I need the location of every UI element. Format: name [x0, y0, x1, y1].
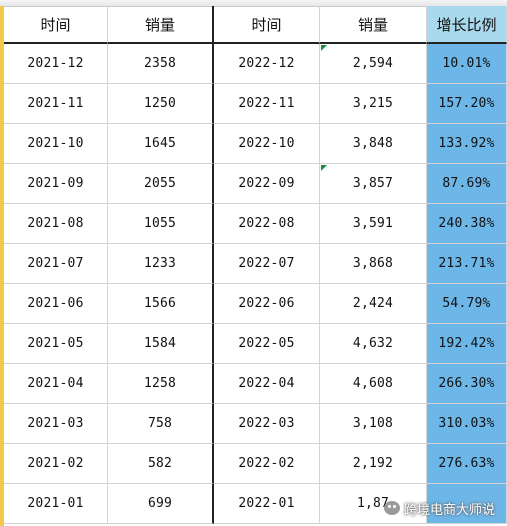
cell-sales-2022[interactable]: 4,608 [320, 364, 427, 404]
cell-sales-2021[interactable]: 1055 [108, 204, 214, 244]
cell-growth-ratio[interactable]: 213.71% [427, 244, 507, 284]
cell-time-2021[interactable]: 2021-12 [4, 44, 108, 84]
header-time-2021[interactable]: 时间 [4, 6, 108, 44]
cell-growth-ratio[interactable]: 266.30% [427, 364, 507, 404]
cell-time-2021[interactable]: 2021-01 [4, 484, 108, 524]
cell-time-2021[interactable]: 2021-11 [4, 84, 108, 124]
cell-sales-2022[interactable]: 2,424 [320, 284, 427, 324]
cell-sales-2022[interactable]: 3,868 [320, 244, 427, 284]
cell-marker-icon [321, 45, 327, 51]
cell-time-2022[interactable]: 2022-09 [214, 164, 320, 204]
cell-sales-2022[interactable]: 3,215 [320, 84, 427, 124]
cell-time-2022[interactable]: 2022-05 [214, 324, 320, 364]
row-marker-strip [0, 6, 4, 526]
cell-marker-icon [321, 165, 327, 171]
cell-time-2022[interactable]: 2022-06 [214, 284, 320, 324]
cell-time-2021[interactable]: 2021-03 [4, 404, 108, 444]
cell-sales-2021[interactable]: 582 [108, 444, 214, 484]
cell-sales-2022[interactable]: 3,591 [320, 204, 427, 244]
cell-sales-2022[interactable]: 2,594 [320, 44, 427, 84]
column-header-strip [0, 0, 507, 7]
cell-sales-2022[interactable]: 3,857 [320, 164, 427, 204]
cell-sales-2021[interactable]: 1233 [108, 244, 214, 284]
cell-time-2021[interactable]: 2021-05 [4, 324, 108, 364]
cell-time-2021[interactable]: 2021-06 [4, 284, 108, 324]
cell-sales-2021[interactable]: 1250 [108, 84, 214, 124]
cell-sales-2021[interactable]: 699 [108, 484, 214, 524]
cell-growth-ratio[interactable]: 87.69% [427, 164, 507, 204]
cell-sales-2021[interactable]: 2055 [108, 164, 214, 204]
cell-time-2022[interactable]: 2022-07 [214, 244, 320, 284]
cell-time-2022[interactable]: 2022-11 [214, 84, 320, 124]
cell-time-2021[interactable]: 2021-08 [4, 204, 108, 244]
cell-time-2022[interactable]: 2022-10 [214, 124, 320, 164]
cell-sales-2022[interactable]: 3,108 [320, 404, 427, 444]
cell-sales-2022[interactable]: 4,632 [320, 324, 427, 364]
wechat-icon [384, 501, 400, 515]
cell-growth-ratio[interactable]: 276.63% [427, 444, 507, 484]
cell-growth-ratio[interactable]: 192.42% [427, 324, 507, 364]
cell-time-2022[interactable]: 2022-04 [214, 364, 320, 404]
cell-time-2022[interactable]: 2022-03 [214, 404, 320, 444]
cell-growth-ratio[interactable]: 10.01% [427, 44, 507, 84]
header-time-2022[interactable]: 时间 [214, 6, 320, 44]
cell-growth-ratio[interactable]: 133.92% [427, 124, 507, 164]
cell-sales-2021[interactable]: 1566 [108, 284, 214, 324]
cell-time-2022[interactable]: 2022-02 [214, 444, 320, 484]
cell-time-2021[interactable]: 2021-07 [4, 244, 108, 284]
cell-growth-ratio[interactable]: 54.79% [427, 284, 507, 324]
cell-time-2021[interactable]: 2021-09 [4, 164, 108, 204]
cell-sales-2022[interactable]: 1,87 [320, 484, 427, 524]
header-growth-ratio[interactable]: 增长比例 [427, 6, 507, 44]
cell-growth-ratio[interactable]: 157.20% [427, 84, 507, 124]
cell-time-2021[interactable]: 2021-10 [4, 124, 108, 164]
cell-sales-2021[interactable]: 1258 [108, 364, 214, 404]
header-sales-2021[interactable]: 销量 [108, 6, 214, 44]
cell-sales-2021[interactable]: 1584 [108, 324, 214, 364]
cell-time-2021[interactable]: 2021-02 [4, 444, 108, 484]
cell-time-2021[interactable]: 2021-04 [4, 364, 108, 404]
cell-time-2022[interactable]: 2022-08 [214, 204, 320, 244]
cell-growth-ratio[interactable]: 240.38% [427, 204, 507, 244]
cell-sales-2021[interactable]: 1645 [108, 124, 214, 164]
cell-growth-ratio[interactable] [427, 484, 507, 524]
cell-sales-2021[interactable]: 758 [108, 404, 214, 444]
cell-time-2022[interactable]: 2022-01 [214, 484, 320, 524]
cell-sales-2021[interactable]: 2358 [108, 44, 214, 84]
watermark: 跨境电商大师说 [384, 496, 495, 520]
cell-growth-ratio[interactable]: 310.03% [427, 404, 507, 444]
watermark-text: 跨境电商大师说 [404, 502, 496, 518]
header-sales-2022[interactable]: 销量 [320, 6, 427, 44]
cell-sales-2022[interactable]: 2,192 [320, 444, 427, 484]
cell-sales-2022[interactable]: 3,848 [320, 124, 427, 164]
cell-time-2022[interactable]: 2022-12 [214, 44, 320, 84]
